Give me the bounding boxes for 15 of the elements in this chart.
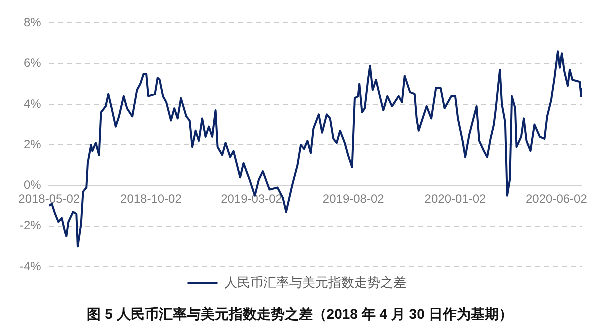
y-tick-label: 0% xyxy=(24,178,42,192)
y-tick-label: -2% xyxy=(20,218,42,233)
y-tick-label: 6% xyxy=(24,56,42,70)
y-tick-label: 4% xyxy=(24,96,42,111)
y-tick-label: 8% xyxy=(24,16,42,30)
legend-label: 人民币汇率与美元指数走势之差 xyxy=(224,275,406,290)
x-tick-label: 2018-05-02 xyxy=(18,192,80,206)
x-tick-label: 2020-06-02 xyxy=(526,192,588,206)
x-tick-label: 2019-08-02 xyxy=(322,192,385,206)
x-tick-label: 2018-10-02 xyxy=(120,192,182,206)
x-tick-label: 2019-03-02 xyxy=(221,192,283,206)
y-tick-label: -4% xyxy=(20,259,42,274)
text: 图 5 人民币汇率与美元指数走势之差（2018 年 4 月 30 日作为基期） xyxy=(86,306,514,324)
y-tick-label: 2% xyxy=(24,137,42,152)
x-tick-label: 2020-01-02 xyxy=(424,192,487,206)
